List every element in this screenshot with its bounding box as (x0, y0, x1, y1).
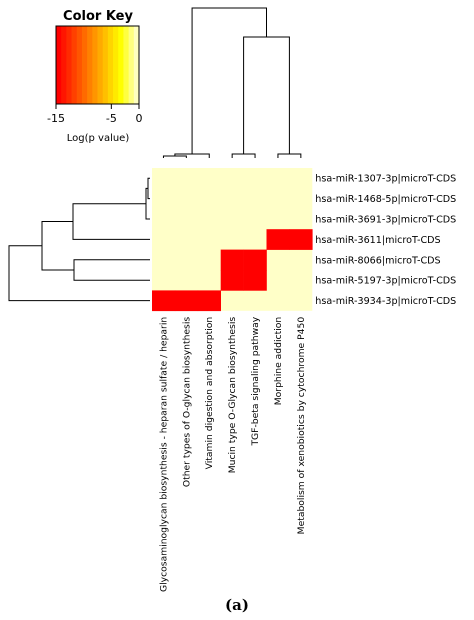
row-dendrogram-branch (73, 259, 150, 281)
color-key-band (97, 26, 104, 104)
color-key-tick-label: -5 (106, 112, 117, 125)
heatmap-cell (220, 249, 244, 271)
row-label: hsa-miR-1468-5p|microT-CDS (315, 194, 456, 205)
row-label: hsa-miR-1307-3p|microT-CDS (315, 174, 456, 185)
column-label: Vitamin digestion and absorption (204, 317, 215, 470)
figure-caption: (a) (225, 596, 249, 614)
heatmap-cell (266, 229, 290, 250)
row-label: hsa-miR-8066|microT-CDS (315, 255, 440, 266)
color-key-tick-label: 0 (136, 112, 143, 125)
heatmap-cell (152, 290, 176, 312)
heatmap-cell (243, 270, 267, 291)
column-dendrogram-branch (277, 153, 302, 158)
color-key-title: Color Key (63, 9, 133, 24)
column-label: Metabolism of xenobiotics by cytochrome … (296, 317, 307, 535)
color-key-band (56, 26, 62, 104)
color-key-tick-label: -15 (47, 112, 65, 125)
color-key-band (102, 26, 109, 104)
row-dendrogram (8, 177, 150, 302)
color-key-band (61, 26, 67, 104)
row-label: hsa-miR-5197-3p|microT-CDS (315, 276, 456, 287)
color-key-band (113, 26, 119, 104)
color-key-axis-label: Log(p value) (67, 133, 130, 144)
color-key-band (118, 26, 124, 104)
color-key: Color Key -15 -5 0 Log(p value) (47, 9, 142, 144)
color-key-band (92, 26, 98, 104)
color-key-band (87, 26, 93, 104)
heatmap-cells (152, 168, 313, 312)
color-key-gradient (56, 26, 140, 104)
heatmap-cell (289, 229, 313, 250)
color-key-band (66, 26, 72, 104)
column-dendrogram-branch (162, 155, 187, 158)
column-dendrogram-branch (191, 7, 267, 154)
heatmap-cell (197, 290, 221, 312)
row-dendrogram-branch (41, 221, 74, 271)
row-label: hsa-miR-3691-3p|microT-CDS (315, 215, 456, 226)
row-dendrogram-branch (72, 203, 150, 240)
color-key-band (81, 26, 88, 104)
column-dendrogram-branch (231, 153, 256, 158)
column-dendrogram-branch (243, 36, 290, 154)
heatmap-cell (220, 270, 244, 291)
row-label: hsa-miR-3611|microT-CDS (315, 235, 440, 246)
color-key-band (133, 26, 140, 104)
column-label: Morphine addiction (273, 317, 284, 406)
heatmap-cell (174, 290, 199, 312)
column-dendrogram (162, 7, 302, 158)
row-labels: hsa-miR-1307-3p|microT-CDS hsa-miR-1468-5… (315, 174, 456, 307)
color-key-band (76, 26, 83, 104)
color-key-band (107, 26, 114, 104)
color-key-band (123, 26, 130, 104)
row-dendrogram-branch (8, 245, 150, 302)
column-label: Other types of O-glycan biosynthesis (181, 317, 192, 488)
heatmap-cell (243, 249, 267, 271)
color-key-band (128, 26, 135, 104)
column-labels: Glycosaminoglycan biosynthesis - heparan… (158, 316, 306, 592)
row-label: hsa-miR-3934-3p|microT-CDS (315, 296, 456, 307)
column-label: Glycosaminoglycan biosynthesis - heparan… (158, 317, 169, 592)
column-label: Mucin type O-Glycan biosynthesis (227, 317, 238, 474)
row-dendrogram-branch (147, 177, 150, 200)
column-label: TGF-beta signaling pathway (250, 316, 261, 446)
color-key-band (71, 26, 78, 104)
color-key-axis: -15 -5 0 (47, 103, 143, 125)
